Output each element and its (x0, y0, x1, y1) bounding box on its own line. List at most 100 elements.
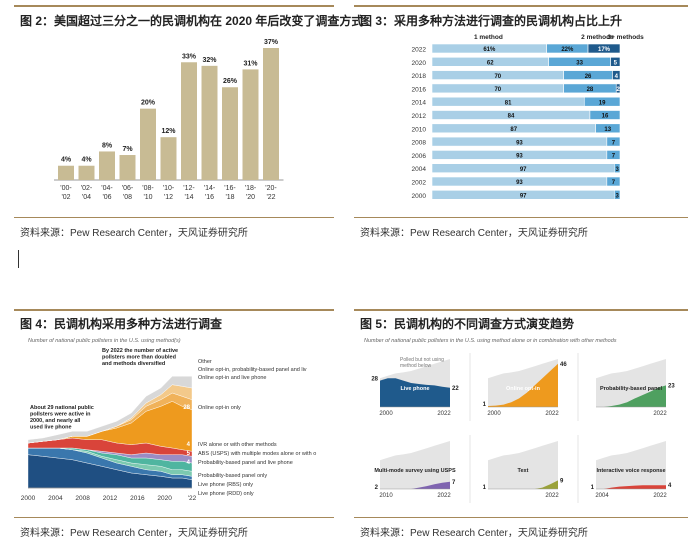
fig3-year-label-7: 2008 (412, 140, 427, 147)
fig3-segment-label-10-1: 7 (612, 180, 616, 186)
fig2-tick-label-10-0: '20- (265, 185, 277, 192)
fig3-source: 资料来源：Pew Research Center，天风证券研究所 (360, 228, 588, 239)
fig2-tick-label-3-1: '08 (123, 194, 132, 201)
fig5-x-end-4: 2022 (545, 493, 559, 499)
fig4-subtitle: Number of national public pollsters in t… (28, 338, 181, 344)
fig3-segment-label-4-0: 81 (505, 100, 512, 106)
fig2-bar-chart: 4% '00- '02 4% '02- '04 8% '04- '06 7% '06- '08 20% '… (54, 39, 284, 201)
fig2-data-label-0: 4% (61, 157, 72, 164)
fig3-bar-segment-0-2 (587, 43, 621, 54)
fig2-tick-label-0-1: '02 (61, 194, 70, 201)
fig2-tick-label-4-0: '08- (142, 185, 154, 192)
fig4-legend-value-3: 28 (183, 405, 190, 411)
fig3-legend-header-1: 2 methods (581, 34, 614, 41)
fig3-bar-segment-6-1 (595, 123, 621, 134)
fig3-segment-label-3-2: 2 (616, 87, 620, 93)
fig4-area-layer-9 (27, 376, 193, 444)
fig2-bar-0 (58, 165, 74, 180)
fig5-total-area-5 (596, 441, 666, 489)
fig4-legend-label-9: Live phone (RDD) only (198, 491, 254, 497)
fig5-x-end-2: 2022 (653, 411, 667, 417)
fig3-bar-segment-8-1 (606, 150, 621, 160)
fig4-chart: Number of national public pollsters in t… (14, 333, 336, 516)
fig2-bar-10 (263, 48, 279, 180)
fig2-data-label-5: 12% (161, 128, 176, 135)
fig4-legend-value-6: 4 (187, 460, 191, 466)
fig3-segment-label-5-1: 16 (602, 114, 609, 120)
fig2-tick-label-8-0: '16- (224, 185, 236, 192)
fig4-legend-label-2: Online opt-in and live phone (198, 375, 267, 381)
fig2-tick-label-10-1: '22 (266, 194, 275, 201)
fig3-year-label-8: 2006 (412, 153, 427, 160)
fig5-chart: Number of national public pollsters in t… (354, 333, 690, 516)
fig4-legend-label-1: Online opt-in, probability-based panel a… (198, 367, 307, 373)
fig3-bar-segment-1-2 (610, 56, 621, 67)
fig2-tick-label-0-0: '00- (60, 185, 72, 192)
fig4-x-tick-2: 2008 (75, 495, 90, 502)
fig5-x-start-3: 2010 (379, 493, 393, 499)
fig3-segment-label-0-2: 17% (598, 47, 611, 53)
fig2-tick-label-7-1: '16 (205, 194, 214, 201)
fig3-bar-segment-5-1 (589, 110, 621, 120)
fig5-subtitle: Number of national public pollsters in t… (364, 338, 617, 344)
fig2-tick-label-9-0: '18- (245, 185, 257, 192)
fig4-legend-label-3: Online opt-in only (198, 405, 241, 411)
fig3-segment-label-7-1: 7 (612, 140, 616, 146)
fig5-total-area-4 (488, 441, 558, 489)
fig2-source: 资料来源：Pew Research Center，天风证券研究所 (20, 228, 248, 239)
fig4-x-tick-3: 2012 (103, 495, 118, 502)
fig5-source: 资料来源：Pew Research Center，天风证券研究所 (360, 528, 588, 539)
fig2-tick-label-3-0: '06- (122, 185, 134, 192)
fig2-bar-4 (140, 108, 156, 180)
fig3-segment-label-9-0: 97 (520, 167, 527, 173)
fig2-tick-label-8-1: '18 (225, 194, 234, 201)
fig3-segment-label-1-1: 33 (576, 61, 583, 67)
fig3-segment-label-2-1: 26 (585, 74, 592, 80)
fig3-bar-segment-3-2 (615, 83, 621, 94)
fig5-end-value-2: 23 (668, 383, 675, 389)
fig5-panel-label-2: Probability-based panel (600, 386, 663, 392)
fig3-bar-segment-9-1 (614, 163, 621, 173)
fig5-panel-label-0: Live phone (400, 386, 429, 392)
fig3-segment-label-0-1: 22% (561, 47, 574, 53)
fig2-title: 图 2：美国超过三分之一的民调机构在 2020 年后改变了调查方式 (20, 14, 364, 28)
fig5-x-end-5: 2022 (653, 493, 667, 499)
fig3-segment-label-6-1: 13 (604, 127, 611, 133)
fig3-segment-label-3-0: 70 (494, 87, 501, 93)
fig2-data-label-4: 20% (141, 100, 156, 107)
fig5-panel-label-3: Multi-mode survey using USPS (374, 468, 456, 474)
fig5-end-value-0: 22 (452, 386, 459, 392)
fig2-bar-6 (181, 62, 197, 180)
fig3-segment-label-8-0: 93 (516, 154, 523, 160)
fig2-tick-label-6-0: '12- (183, 185, 195, 192)
text-cursor (18, 250, 19, 268)
fig3-top-rule (354, 5, 688, 7)
fig3-year-label-3: 2016 (412, 86, 427, 93)
fig3-segment-label-5-0: 84 (508, 114, 515, 120)
fig4-legend-value-5: 5 (187, 451, 191, 457)
fig4-annotation-left: About 29 national public pollsters were a… (30, 405, 94, 431)
fig3-year-label-11: 2000 (412, 193, 427, 200)
fig2-data-label-2: 8% (102, 142, 113, 149)
fig2-tick-label-1-0: '02- (81, 185, 93, 192)
fig4-bottom-rule (14, 517, 334, 518)
fig2-tick-label-5-1: '12 (164, 194, 173, 201)
fig2-tick-label-9-1: '20 (246, 194, 255, 201)
fig3-bar-segment-10-1 (606, 176, 621, 187)
fig4-area-chart: Number of national public pollsters in t… (21, 338, 317, 502)
fig5-method-area-4 (488, 480, 558, 489)
fig3-bottom-rule (354, 217, 688, 218)
fig5-small-multiples: Number of national public pollsters in t… (364, 338, 675, 503)
fig3-chart: 1 method 2 methods 3+ methods 2022 61% 22% 17%… (354, 30, 690, 212)
fig2-tick-label-2-1: '06 (102, 194, 111, 201)
fig4-annotation-top: By 2022 the number of active pollsters mo… (102, 348, 178, 367)
fig5-end-value-1: 46 (560, 362, 567, 368)
fig3-segment-label-1-2: 5 (614, 61, 618, 67)
fig3-segment-label-1-0: 62 (487, 61, 494, 67)
fig3-segment-label-0-0: 61% (483, 47, 496, 53)
fig2-data-label-9: 31% (243, 60, 258, 67)
fig2-bar-9 (242, 69, 259, 180)
fig5-panel-label-1: Online opt-in (506, 386, 541, 392)
fig2-bar-5 (160, 137, 177, 180)
fig5-x-end-0: 2022 (437, 411, 451, 417)
